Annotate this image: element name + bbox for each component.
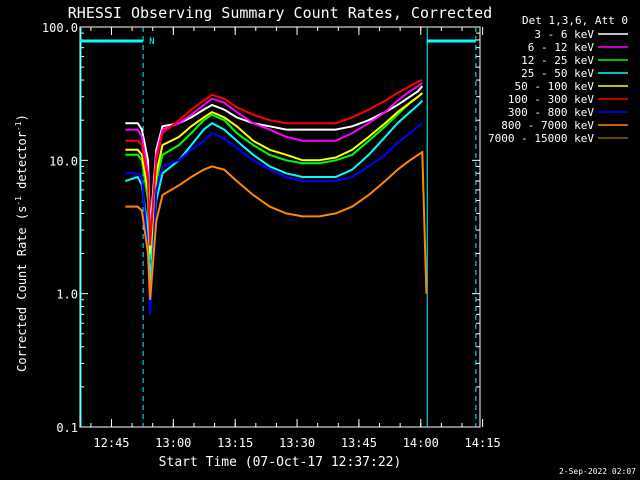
legend-label: 12 - 25 keV — [521, 54, 594, 67]
y-tick-label: 0.1 — [56, 421, 78, 435]
x-tick-label: 14:15 — [465, 436, 501, 450]
x-axis-label: Start Time (07-Oct-17 12:37:22) — [159, 455, 402, 470]
chart-title: RHESSI Observing Summary Count Rates, Co… — [68, 4, 492, 22]
x-tick-label: 13:15 — [217, 436, 253, 450]
legend-label: 3 - 6 keV — [534, 28, 594, 41]
x-tick-label: 13:00 — [155, 436, 191, 450]
legend-label: 25 - 50 keV — [521, 67, 594, 80]
series-line-7 — [125, 150, 428, 300]
series-line-1 — [125, 82, 423, 241]
y-axis-label: Corrected Count Rate (s-1 detector-1) — [14, 114, 29, 372]
legend-label: 300 - 800 keV — [508, 106, 594, 119]
y-tick-label: 100.0 — [42, 21, 78, 35]
svg-text:Corrected Count Rate (s-1 dete: Corrected Count Rate (s-1 detector-1) — [14, 114, 29, 372]
series-line-5 — [125, 79, 423, 246]
legend-label: 50 - 100 keV — [515, 80, 595, 93]
night-label: N — [149, 37, 154, 47]
y-tick-label: 1.0 — [56, 288, 78, 302]
series-line-3 — [125, 100, 424, 284]
x-tick-label: 13:30 — [279, 436, 315, 450]
x-tick-label: 14:00 — [403, 436, 439, 450]
x-tick-label: 12:45 — [93, 436, 129, 450]
legend-title: Det 1,3,6, Att 0 — [522, 14, 628, 27]
x-tick-label: 13:45 — [341, 436, 377, 450]
legend-label: 100 - 300 keV — [508, 93, 594, 106]
timestamp: 2-Sep-2022 02:07 — [559, 467, 636, 476]
legend-label: 6 - 12 keV — [528, 41, 595, 54]
y-tick-label: 10.0 — [49, 154, 78, 168]
legend-label: 7000 - 15000 keV — [488, 132, 594, 145]
legend-label: 800 - 7000 keV — [501, 119, 594, 132]
plot-frame — [79, 26, 481, 428]
plot-area: 0.1 1.0 10.0 100.0 12:45 13:00 13:15 13:30 13:45… — [42, 21, 501, 450]
